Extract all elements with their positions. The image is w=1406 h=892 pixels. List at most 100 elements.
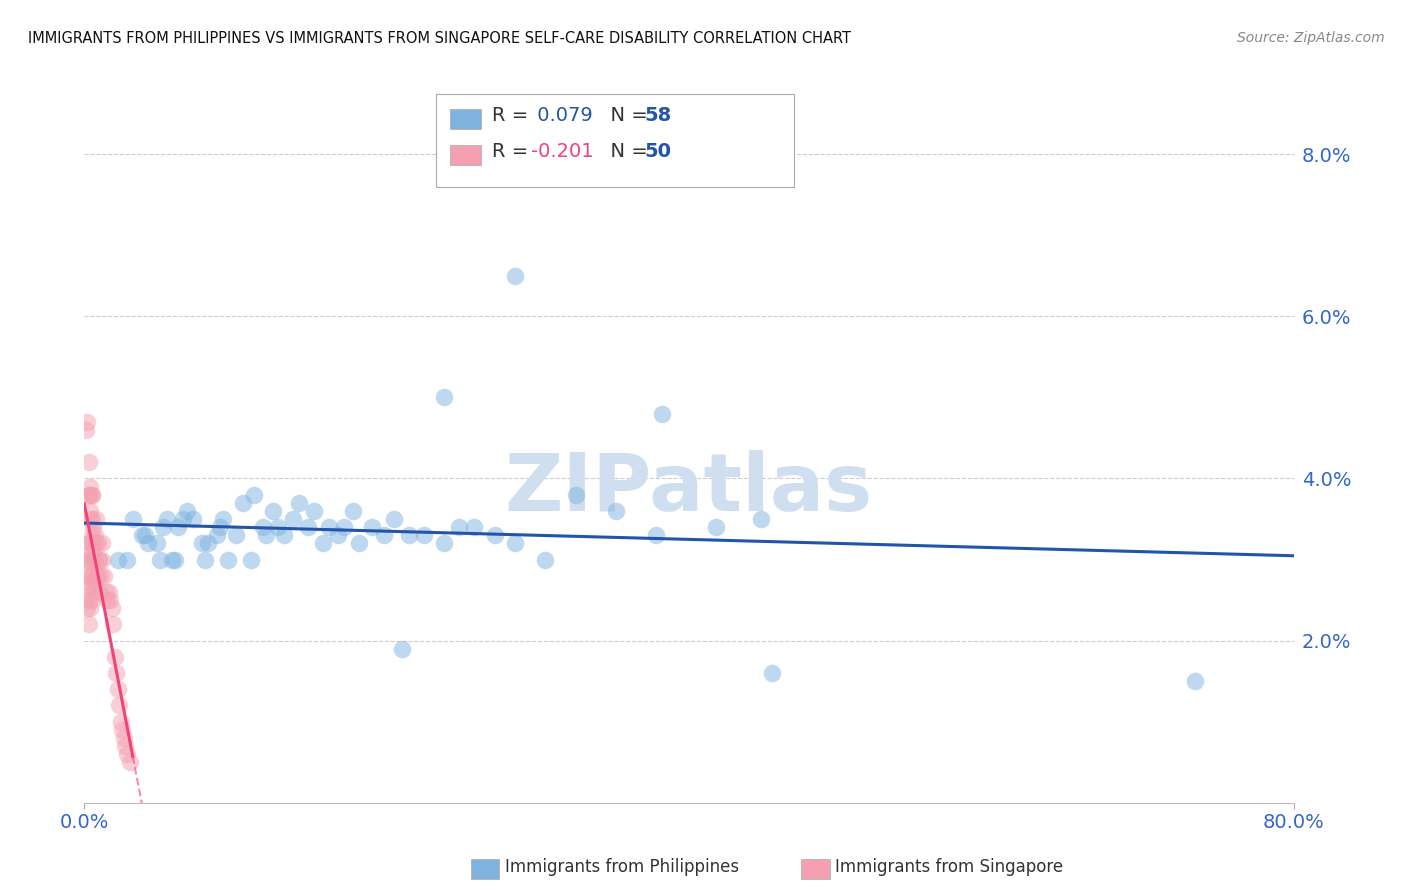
Point <box>77 488 100 502</box>
Point <box>86 568 108 582</box>
Point <box>91 536 114 550</box>
Text: N =: N = <box>598 106 654 126</box>
Point <box>328 528 350 542</box>
Point <box>342 504 364 518</box>
Point <box>89 585 111 599</box>
Point <box>79 479 101 493</box>
Y-axis label: Self-Care Disability: Self-Care Disability <box>0 374 7 518</box>
Point <box>80 568 103 582</box>
Point <box>112 731 135 745</box>
Point <box>76 601 98 615</box>
Point <box>108 698 131 713</box>
Point <box>79 577 101 591</box>
Point <box>217 552 239 566</box>
Point <box>197 536 219 550</box>
Point <box>94 585 117 599</box>
Point <box>90 568 112 582</box>
Point <box>267 520 290 534</box>
Text: Immigrants from Philippines: Immigrants from Philippines <box>505 858 740 876</box>
Point <box>76 568 98 582</box>
Point <box>254 528 277 542</box>
Point <box>484 528 506 542</box>
Point <box>80 593 103 607</box>
Point <box>152 520 174 534</box>
Point <box>77 568 100 582</box>
Point <box>349 536 371 550</box>
Point <box>82 520 104 534</box>
Point <box>413 528 436 542</box>
Point <box>97 585 120 599</box>
Point <box>115 747 138 761</box>
Point <box>111 723 134 737</box>
Point <box>96 593 118 607</box>
Text: Immigrants from Singapore: Immigrants from Singapore <box>835 858 1063 876</box>
Point <box>79 536 101 550</box>
Point <box>87 568 110 582</box>
Point <box>84 577 107 591</box>
Point <box>77 617 100 632</box>
Point <box>398 528 420 542</box>
Point <box>288 496 311 510</box>
Point <box>391 641 413 656</box>
Point <box>98 593 121 607</box>
Point <box>281 512 304 526</box>
Point <box>77 488 100 502</box>
Point <box>82 585 104 599</box>
Point <box>225 528 247 542</box>
Point <box>101 617 124 632</box>
Point <box>312 536 335 550</box>
Point <box>80 488 103 502</box>
Point <box>333 520 356 534</box>
Text: R =: R = <box>492 142 534 161</box>
Point <box>146 536 169 550</box>
Point <box>80 488 103 502</box>
Point <box>167 520 190 534</box>
Point <box>136 536 159 550</box>
Text: Source: ZipAtlas.com: Source: ZipAtlas.com <box>1237 31 1385 45</box>
Point <box>382 512 405 526</box>
Point <box>242 488 264 502</box>
Point <box>209 520 232 534</box>
Text: N =: N = <box>598 142 654 161</box>
Point <box>114 739 136 753</box>
Point <box>80 544 103 558</box>
Point <box>84 552 107 566</box>
Point <box>318 520 340 534</box>
Point <box>105 666 128 681</box>
Point <box>77 536 100 550</box>
Point <box>156 512 179 526</box>
Point <box>84 528 107 542</box>
Text: ZIPatlas: ZIPatlas <box>505 450 873 528</box>
Point <box>273 528 295 542</box>
Point <box>104 649 127 664</box>
Point <box>165 552 187 566</box>
Point <box>79 552 101 566</box>
Text: 0.079: 0.079 <box>531 106 593 126</box>
Point <box>77 455 100 469</box>
Point <box>76 415 98 429</box>
Point <box>651 407 673 421</box>
Point <box>534 552 557 566</box>
Text: -0.201: -0.201 <box>531 142 595 161</box>
Point <box>80 528 103 542</box>
Point <box>463 520 485 534</box>
Point <box>207 528 229 542</box>
Point <box>79 601 101 615</box>
Point <box>449 520 471 534</box>
Point <box>93 568 115 582</box>
Point <box>107 552 129 566</box>
Point <box>212 512 235 526</box>
Point <box>100 601 122 615</box>
Point <box>87 536 110 550</box>
Point <box>172 512 194 526</box>
Point <box>80 512 103 526</box>
Point <box>115 552 138 566</box>
Point <box>644 528 666 542</box>
Point <box>262 504 284 518</box>
Text: R =: R = <box>492 106 534 126</box>
Point <box>149 552 172 566</box>
Point <box>1184 674 1206 689</box>
Point <box>79 504 101 518</box>
Point <box>704 520 727 534</box>
Point <box>433 390 456 404</box>
